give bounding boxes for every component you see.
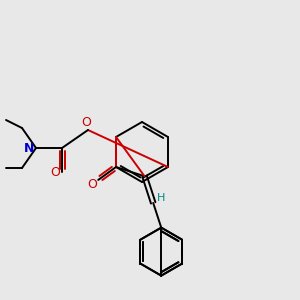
Text: O: O — [50, 166, 60, 178]
Text: H: H — [157, 193, 165, 203]
Text: O: O — [81, 116, 91, 128]
Text: N: N — [24, 142, 34, 154]
Text: O: O — [88, 178, 98, 190]
